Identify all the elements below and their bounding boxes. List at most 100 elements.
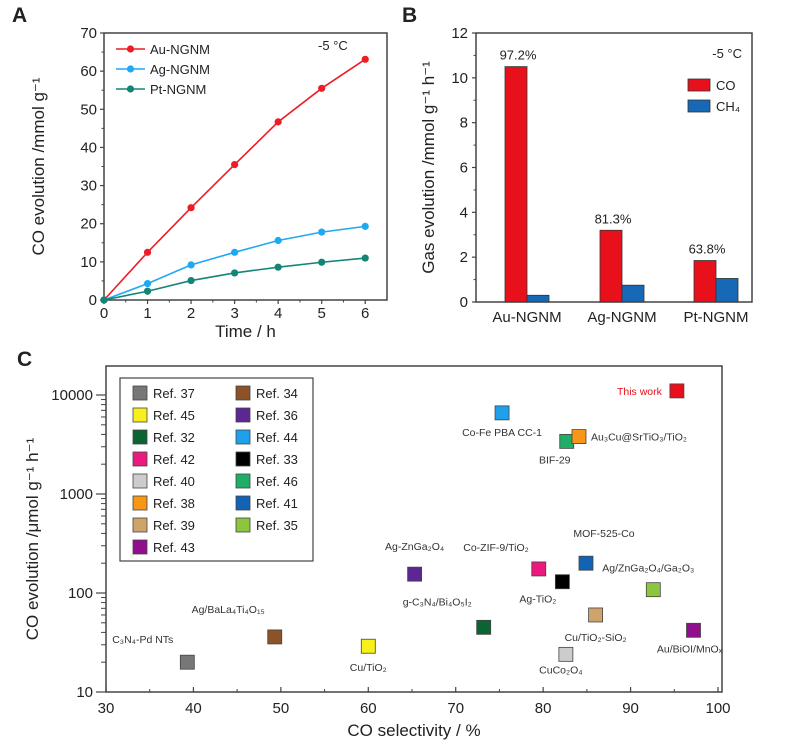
panel-c-y-tick-label: 1000 <box>60 486 93 503</box>
panel-b-bar-ch4 <box>526 294 550 303</box>
panel-c-point-label: Ag/ZnGa₂O₄/Ga₂O₃ <box>602 563 694 575</box>
panel-c-legend-swatch <box>235 385 251 401</box>
panel-c-legend-swatch <box>132 539 148 555</box>
panel-a-data-point <box>187 204 195 212</box>
panel-c-legend-label: Ref. 33 <box>256 452 298 467</box>
panel-a-legend-marker <box>126 85 135 93</box>
panel-c-legend-label: Ref. 45 <box>153 408 195 423</box>
panel-a-y-tick-label: 60 <box>80 63 97 80</box>
panel-c-this-work-marker <box>669 383 685 399</box>
panel-c-legend-label: Ref. 43 <box>153 540 195 555</box>
panel-c-x-tick-label: 100 <box>705 700 730 717</box>
panel-c-data-point <box>407 566 423 582</box>
panel-a-series-line-au-ngnm <box>103 58 366 301</box>
panel-c-point-label: Ag/BaLa₄Ti₄O₁₅ <box>192 604 265 616</box>
panel-c-point-label: Co-ZIF-9/TiO₂ <box>463 542 529 554</box>
panel-c-data-point <box>645 582 661 598</box>
panel-c-point-label: C₃N₄-Pd NTs <box>112 634 173 646</box>
panel-c-y-tick-label: 10 <box>76 684 93 701</box>
panel-a-legend-label: Au-NGNM <box>150 42 210 57</box>
panel-c-legend-label: Ref. 36 <box>256 408 298 423</box>
panel-c-legend-swatch <box>235 451 251 467</box>
panel-c-legend-swatch <box>132 385 148 401</box>
panel-c-x-tick-label: 50 <box>273 700 290 717</box>
panel-a-data-point <box>100 296 108 304</box>
panel-c-x-tick-label: 80 <box>535 700 552 717</box>
panel-b-y-tick-label: 2 <box>460 249 468 266</box>
panel-c-data-point <box>571 429 587 445</box>
panel-c-legend-box <box>119 377 314 562</box>
panel-c-legend-swatch <box>132 495 148 511</box>
panel-a-data-point <box>361 222 369 230</box>
panel-a-data-point <box>231 248 239 256</box>
panel-a-data-point <box>143 248 152 256</box>
panel-b-bar-label: 97.2% <box>500 48 537 63</box>
panel-c-legend-label: Ref. 32 <box>153 430 195 445</box>
panel-a-y-tick-label: 20 <box>80 216 97 233</box>
panel-c-legend-label: Ref. 41 <box>256 496 298 511</box>
panel-a-x-tick-label: 4 <box>274 305 282 322</box>
panel-c-point-label: BIF-29 <box>539 454 571 466</box>
panel-b-legend-swatch <box>687 99 711 113</box>
panel-c-point-label: CuCo₂O₄ <box>539 664 582 676</box>
panel-b-legend-label: CH₄ <box>716 99 740 114</box>
panel-a-data-point <box>274 118 282 126</box>
panel-c-data-point <box>179 654 195 670</box>
panel-b-legend-swatch <box>687 78 711 92</box>
panel-a-x-tick-label: 3 <box>230 305 238 322</box>
panel-c-data-point <box>686 622 701 638</box>
panel-c-x-tick-label: 90 <box>622 700 639 717</box>
panel-a-x-tick-label: 5 <box>318 305 326 322</box>
panel-c-data-point <box>554 574 570 590</box>
panel-c-legend-label: Ref. 44 <box>256 430 298 445</box>
panel-a-y-tick-label: 50 <box>80 101 97 118</box>
panel-b-bar-chart: 0 2 4 6 8 10 12 97.2% Au-NGNM 81.3% Ag-NGNM 63.8% P… <box>419 25 753 326</box>
panel-c-legend-label: Ref. 34 <box>256 386 298 401</box>
panel-b-x-tick-label: Ag-NGNM <box>587 309 656 326</box>
panel-b-y-tick-label: 0 <box>460 294 468 311</box>
panel-c-x-tick-label: 40 <box>185 700 202 717</box>
panel-c-point-label: Au₃Cu@SrTiO₃/TiO₂ <box>591 432 687 444</box>
panel-c-x-tick-label: 60 <box>360 700 377 717</box>
panel-a-x-tick-label: 2 <box>187 305 195 322</box>
panel-c-data-point <box>267 629 283 645</box>
panel-c-legend-swatch <box>132 429 148 445</box>
panel-letter-c: C <box>17 348 32 371</box>
panel-c-data-point <box>578 555 594 571</box>
panel-b-x-tick-label: Au-NGNM <box>492 309 561 326</box>
panel-a-legend-marker <box>126 65 135 73</box>
panel-b-x-tick-label: Pt-NGNM <box>684 309 749 326</box>
panel-c-point-label: Co-Fe PBA CC-1 <box>462 427 542 439</box>
panel-a-series-line-ag-ngnm <box>103 225 366 301</box>
panel-c-x-axis-label: CO selectivity / % <box>347 721 480 740</box>
panel-c-legend-label: Ref. 46 <box>256 474 298 489</box>
panel-b-bar-label: 81.3% <box>595 211 632 226</box>
panel-a-y-tick-label: 30 <box>80 178 97 195</box>
panel-c-point-label: g-C₃N₄/Bi₄O₅I₂ <box>403 596 472 608</box>
panel-c-this-work-label: This work <box>617 386 663 398</box>
panel-c-data-point <box>558 646 574 662</box>
panel-a-x-tick-label: 0 <box>100 305 108 322</box>
panel-a-x-tick-label: 6 <box>361 305 369 322</box>
panel-c-legend-swatch <box>132 517 148 533</box>
panel-a-data-point <box>187 276 195 285</box>
panel-c-point-label: Ag-TiO₂ <box>519 594 556 606</box>
panel-b-bar-ch4 <box>621 284 645 303</box>
panel-c-legend-label: Ref. 35 <box>256 518 298 533</box>
panel-a-y-tick-label: 40 <box>80 139 97 156</box>
panel-c-data-point <box>476 619 492 635</box>
panel-a-series-line-pt-ngnm <box>103 257 366 301</box>
panel-c-legend-swatch <box>235 495 251 511</box>
panel-c-point-label: Cu/TiO₂-SiO₂ <box>565 632 627 644</box>
panel-b-y-tick-label: 8 <box>460 115 468 132</box>
panel-a-y-axis-label: CO evolution /mmol g⁻¹ <box>29 77 48 255</box>
panel-a-x-axis-label: Time / h <box>215 322 276 341</box>
panel-a-data-point <box>318 258 326 266</box>
panel-c-data-point <box>588 607 603 623</box>
panel-c-point-label: Au/BiOI/MnOₓ <box>657 643 723 655</box>
panel-a-x-tick-label: 1 <box>143 305 151 322</box>
panel-c-x-tick-label: 30 <box>98 700 115 717</box>
panel-c-legend-label: Ref. 39 <box>153 518 195 533</box>
panel-b-y-tick-label: 12 <box>451 25 468 42</box>
